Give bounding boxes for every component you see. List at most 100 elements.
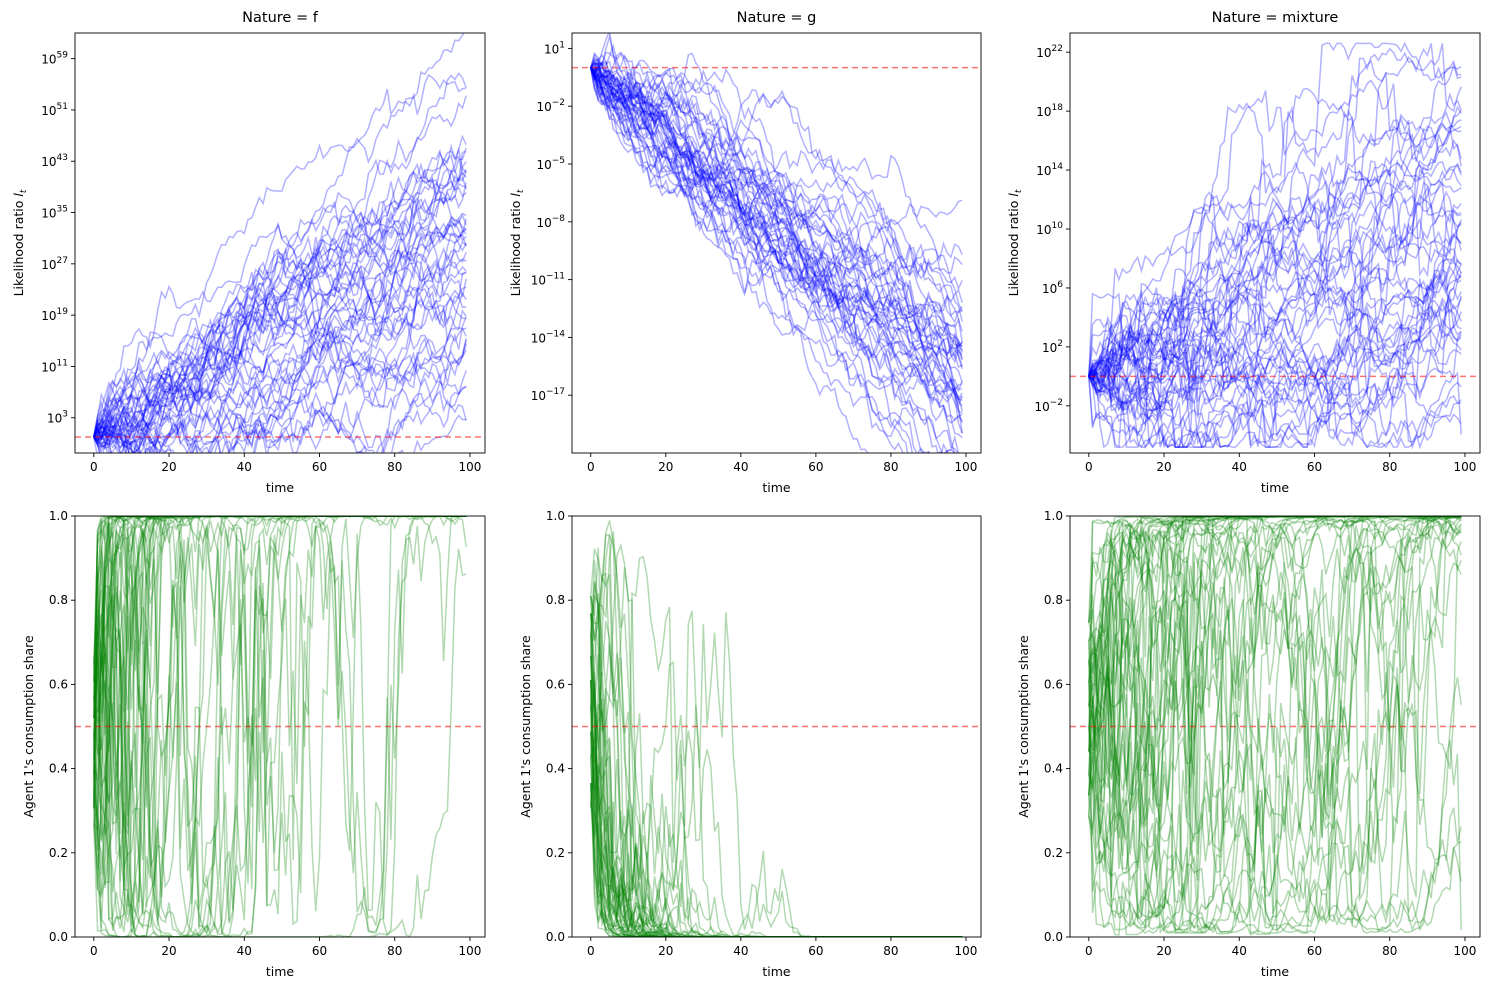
series-line-18 xyxy=(93,516,467,927)
series-line-28 xyxy=(93,516,467,700)
series-line-39 xyxy=(1088,62,1462,377)
series-line-40 xyxy=(93,222,467,449)
series-line-30 xyxy=(1088,194,1462,377)
series-line-13 xyxy=(1088,516,1462,874)
axes-frame xyxy=(571,32,982,454)
x-tick-label: 40 xyxy=(1232,944,1247,958)
series-line-13 xyxy=(590,65,963,370)
series-line-5 xyxy=(590,683,963,937)
series-line-9 xyxy=(1088,326,1462,448)
series-line-2 xyxy=(1088,276,1462,386)
series-line-9 xyxy=(1088,523,1462,927)
series-line-9 xyxy=(590,520,963,937)
x-tick-label: 60 xyxy=(312,944,327,958)
series-line-8 xyxy=(93,95,467,441)
series-line-21 xyxy=(93,516,467,937)
series-line-32 xyxy=(93,191,467,438)
y-tick-label: 106 xyxy=(1042,280,1063,296)
x-axis-label: time xyxy=(266,964,295,979)
series-line-4 xyxy=(590,731,963,937)
series-line-49 xyxy=(1088,263,1462,412)
series-line-6 xyxy=(93,223,467,438)
series-line-39 xyxy=(93,210,467,452)
x-tick-label: 20 xyxy=(658,944,673,958)
series-line-24 xyxy=(93,516,467,937)
series-line-17 xyxy=(1088,517,1462,932)
series-line-39 xyxy=(590,60,963,343)
series-line-48 xyxy=(590,67,963,408)
series-line-25 xyxy=(93,263,467,453)
series-line-13 xyxy=(93,338,467,453)
series-line-17 xyxy=(590,52,909,453)
series-line-32 xyxy=(93,516,467,809)
x-tick-label: 100 xyxy=(1454,460,1477,474)
x-tick-label: 40 xyxy=(733,460,748,474)
series-line-1 xyxy=(1088,261,1462,389)
chart-title: Nature = f xyxy=(242,10,319,26)
series-line-45 xyxy=(93,228,467,440)
series-line-36 xyxy=(93,162,467,450)
series-line-45 xyxy=(590,52,963,367)
series-line-31 xyxy=(93,516,467,937)
series-line-8 xyxy=(1088,516,1462,930)
x-tick-label: 60 xyxy=(808,460,823,474)
x-tick-label: 80 xyxy=(387,944,402,958)
series-line-46 xyxy=(1088,161,1462,383)
series-line-32 xyxy=(590,67,959,453)
series-line-20 xyxy=(1088,105,1462,409)
y-tick-label: 0.0 xyxy=(49,930,68,944)
series-line-21 xyxy=(1088,271,1462,412)
subplot-3: 0 20 40 60 80 100 10−2 102 106 1010 1014 1018 1022 Na… xyxy=(1006,10,1481,495)
series-line-31 xyxy=(590,61,963,324)
series-line-40 xyxy=(1088,516,1462,882)
series-line-12 xyxy=(93,150,467,438)
series-line-36 xyxy=(1088,225,1462,392)
series-line-22 xyxy=(1088,516,1462,898)
series-line-23 xyxy=(93,516,467,937)
series-group xyxy=(590,33,963,453)
series-line-2 xyxy=(93,304,467,453)
x-tick-label: 80 xyxy=(387,460,402,474)
series-line-11 xyxy=(1088,161,1462,377)
series-line-12 xyxy=(590,782,963,937)
series-line-29 xyxy=(1088,517,1462,926)
series-line-21 xyxy=(590,66,963,291)
series-line-13 xyxy=(1088,269,1462,399)
series-line-23 xyxy=(590,62,963,407)
series-line-48 xyxy=(1088,323,1462,446)
series-line-34 xyxy=(93,516,467,775)
series-line-26 xyxy=(590,67,963,434)
series-line-10 xyxy=(93,217,467,449)
series-line-11 xyxy=(590,54,963,312)
series-line-19 xyxy=(1088,220,1462,401)
series-line-20 xyxy=(590,67,963,406)
x-tick-label: 80 xyxy=(883,944,898,958)
series-line-7 xyxy=(1088,682,1462,932)
series-line-21 xyxy=(590,806,963,937)
y-axis-label: Likelihood ratio lt xyxy=(508,189,526,296)
series-line-32 xyxy=(1088,190,1462,448)
series-line-4 xyxy=(93,516,467,893)
series-line-41 xyxy=(93,391,467,453)
series-line-1 xyxy=(590,533,963,937)
series-line-23 xyxy=(1088,291,1462,435)
series-group xyxy=(93,33,467,453)
series-line-25 xyxy=(590,62,955,453)
series-line-34 xyxy=(590,731,963,937)
series-line-41 xyxy=(1088,254,1462,449)
y-tick-label: 10−8 xyxy=(536,214,565,230)
series-line-48 xyxy=(1088,523,1462,928)
x-axis-label: time xyxy=(762,964,791,979)
series-group xyxy=(1088,41,1462,450)
series-line-16 xyxy=(93,516,467,882)
axes-frame xyxy=(571,515,982,938)
x-tick-label: 20 xyxy=(161,944,176,958)
x-axis-label: time xyxy=(266,480,295,495)
series-line-16 xyxy=(1088,305,1462,406)
x-tick-label: 100 xyxy=(459,944,482,958)
y-tick-label: 1022 xyxy=(1036,44,1063,60)
y-tick-label: 10−5 xyxy=(536,156,565,172)
series-line-4 xyxy=(590,66,963,278)
series-line-50 xyxy=(590,595,963,937)
series-line-29 xyxy=(93,231,467,453)
